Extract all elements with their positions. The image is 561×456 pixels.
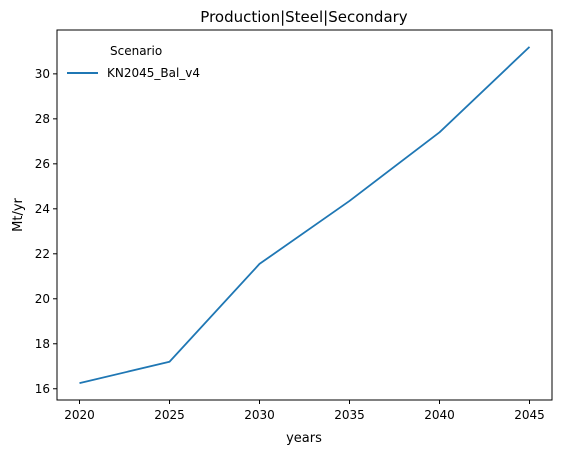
y-tick-label: 22 [35, 247, 50, 261]
legend-title: Scenario [110, 44, 162, 58]
legend-entry-label: KN2045_Bal_v4 [107, 66, 200, 80]
y-tick-label: 16 [35, 382, 50, 396]
x-tick-label: 2030 [244, 408, 275, 422]
x-tick-label: 2040 [424, 408, 455, 422]
y-tick-label: 24 [35, 202, 50, 216]
y-axis: 16 18 20 22 24 26 28 30 [35, 67, 57, 396]
x-tick-label: 2025 [154, 408, 185, 422]
y-tick-label: 28 [35, 112, 50, 126]
x-axis-label: years [286, 431, 322, 446]
x-tick-label: 2020 [64, 408, 95, 422]
plot-frame [56, 29, 553, 401]
legend: Scenario KN2045_Bal_v4 [67, 44, 200, 80]
y-axis-label: Mt/yr [11, 197, 26, 231]
y-tick-label: 20 [35, 292, 50, 306]
x-axis: 2020 2025 2030 2035 2040 2045 [64, 400, 545, 422]
series-layer [79, 46, 531, 385]
x-tick-label: 2035 [334, 408, 365, 422]
chart-title: Production|Steel|Secondary [200, 8, 408, 26]
series-line [79, 46, 531, 385]
y-tick-label: 30 [35, 67, 50, 81]
y-tick-label: 26 [35, 157, 50, 171]
x-tick-label: 2045 [514, 408, 545, 422]
y-tick-label: 18 [35, 337, 50, 351]
